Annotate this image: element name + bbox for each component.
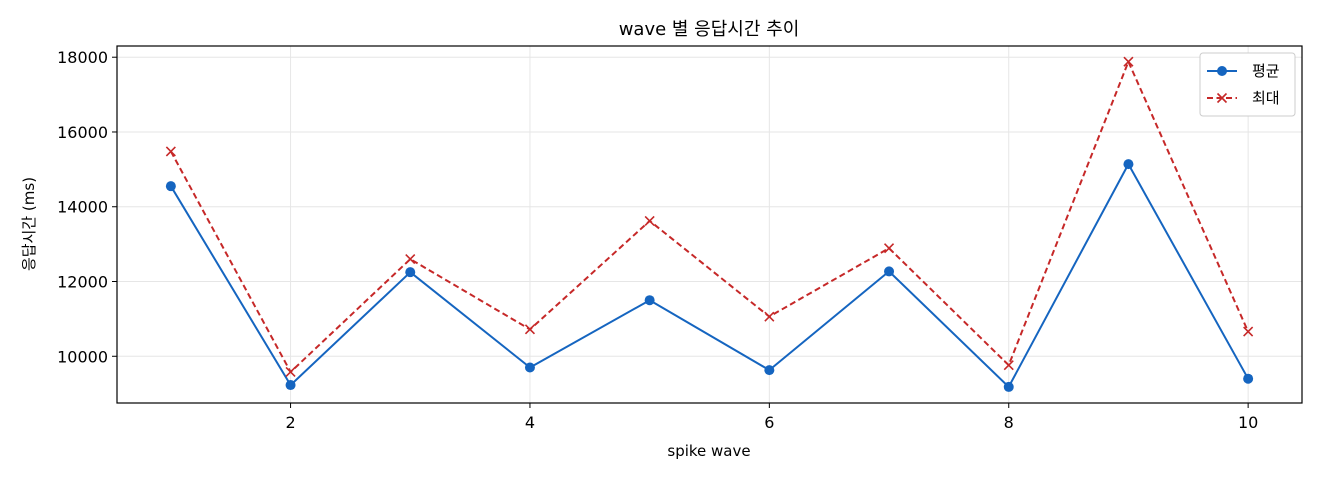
data-point <box>165 146 176 157</box>
data-point <box>1123 159 1134 170</box>
data-point <box>405 254 416 265</box>
legend: 평균 최대 <box>1199 52 1296 117</box>
series-line-mean <box>170 163 1249 388</box>
data-point <box>883 243 895 254</box>
y-axis-title: 응답시간 (ms) <box>20 177 38 271</box>
x-tick-label: 10 <box>1238 413 1258 432</box>
data-point <box>285 366 296 378</box>
legend-label-max: 최대 <box>1252 89 1280 107</box>
plot-frame <box>116 45 1303 404</box>
y-tick-label: 18000 <box>57 48 108 67</box>
data-point <box>644 215 655 227</box>
chart-title: wave 별 응답시간 추이 <box>619 19 800 40</box>
x-tick-label: 2 <box>285 413 295 432</box>
grid-layer <box>117 46 1302 403</box>
series-layer <box>165 56 1254 392</box>
data-point <box>524 362 535 373</box>
legend-marker-mean <box>1217 66 1227 76</box>
y-tick-label: 14000 <box>57 198 108 217</box>
data-point <box>165 181 176 192</box>
data-point <box>764 365 775 376</box>
tick-layer: 2 4 6 8 10 10000 12000 14000 16000 18000 <box>57 48 1258 432</box>
data-point <box>524 324 536 335</box>
data-point <box>1003 360 1014 371</box>
data-point <box>285 380 296 391</box>
y-tick-label: 12000 <box>57 273 108 292</box>
data-point <box>764 311 775 322</box>
x-tick-label: 6 <box>764 413 774 432</box>
data-point <box>1123 56 1134 67</box>
data-point <box>1003 381 1014 392</box>
data-point <box>1243 373 1254 384</box>
data-point <box>1243 326 1254 337</box>
x-tick-label: 8 <box>1004 413 1014 432</box>
x-axis-title: spike wave <box>667 442 750 460</box>
legend-box <box>1199 52 1296 117</box>
data-point <box>644 295 655 306</box>
data-point <box>884 266 895 277</box>
legend-label-mean: 평균 <box>1252 62 1280 80</box>
legend-marker-max <box>1216 92 1228 104</box>
y-tick-label: 10000 <box>57 347 108 366</box>
series-line-max <box>170 60 1250 373</box>
x-tick-label: 4 <box>525 413 535 432</box>
y-tick-label: 16000 <box>57 123 108 142</box>
data-point <box>405 267 416 278</box>
